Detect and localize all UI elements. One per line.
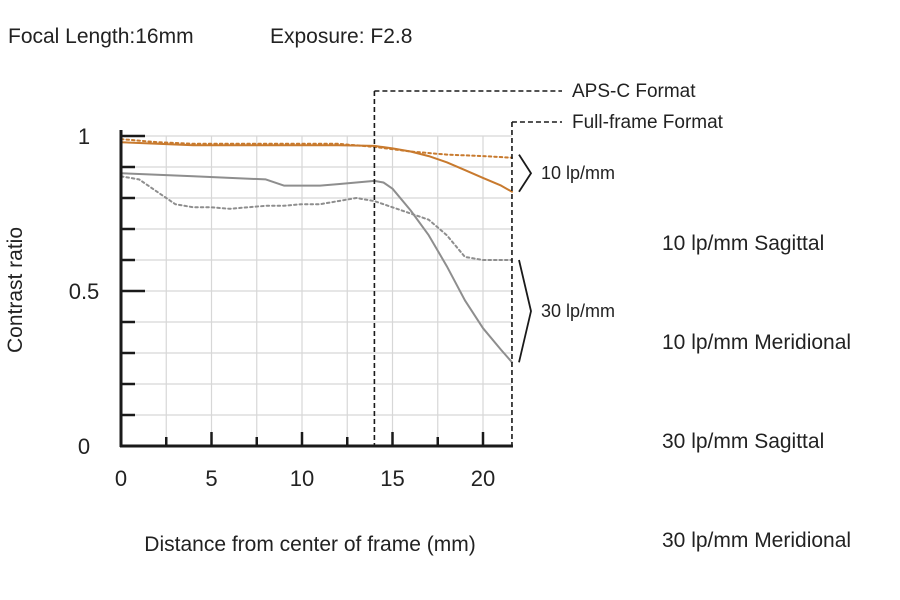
labels-layer: 0 5 10 15 20 0 0.5 1 Distance from center of fra… bbox=[4, 81, 724, 556]
format-markers bbox=[373, 90, 562, 446]
y-tick-label: 0 bbox=[78, 434, 90, 459]
legend-item-30lp-meridional: 30 lp/mm Meridional bbox=[662, 529, 899, 566]
series-line-0 bbox=[120, 141, 513, 193]
series-line-3 bbox=[120, 175, 513, 261]
x-axis-title: Distance from center of frame (mm) bbox=[144, 533, 475, 556]
x-tick-label: 15 bbox=[380, 466, 404, 491]
x-tick-label: 0 bbox=[115, 466, 127, 491]
bracket bbox=[518, 154, 533, 193]
legend-label: 10 lp/mm Meridional bbox=[662, 331, 852, 354]
legend-item-10lp-meridional: 10 lp/mm Meridional bbox=[662, 331, 899, 368]
y-tick-label: 0.5 bbox=[69, 279, 100, 304]
bracket-label: 10 lp/mm bbox=[541, 163, 615, 183]
legend-label: 30 lp/mm Sagittal bbox=[662, 430, 825, 453]
series-line-1 bbox=[120, 138, 513, 159]
series-layer bbox=[120, 138, 513, 364]
bracket-label: 30 lp/mm bbox=[541, 301, 615, 321]
x-tick-label: 20 bbox=[471, 466, 495, 491]
focal-length-label: Focal Length:16mm bbox=[8, 25, 194, 48]
format-marker-label: APS-C Format bbox=[572, 81, 696, 102]
legend-label: 30 lp/mm Meridional bbox=[662, 529, 852, 552]
y-tick-label: 1 bbox=[78, 124, 90, 149]
exposure-label: Exposure: F2.8 bbox=[270, 25, 413, 48]
legend-item-10lp-sagittal: 10 lp/mm Sagittal bbox=[662, 232, 899, 269]
y-axis-title: Contrast ratio bbox=[4, 227, 27, 353]
axes-layer bbox=[119, 130, 513, 448]
legend-label: 10 lp/mm Sagittal bbox=[662, 232, 825, 255]
series-line-2 bbox=[120, 172, 513, 364]
legend-item-30lp-sagittal: 30 lp/mm Sagittal bbox=[662, 430, 899, 467]
x-tick-label: 10 bbox=[290, 466, 314, 491]
x-tick-label: 5 bbox=[205, 466, 217, 491]
grid-layer bbox=[121, 135, 512, 446]
format-marker-label: Full-frame Format bbox=[572, 112, 724, 133]
bracket bbox=[518, 259, 532, 363]
